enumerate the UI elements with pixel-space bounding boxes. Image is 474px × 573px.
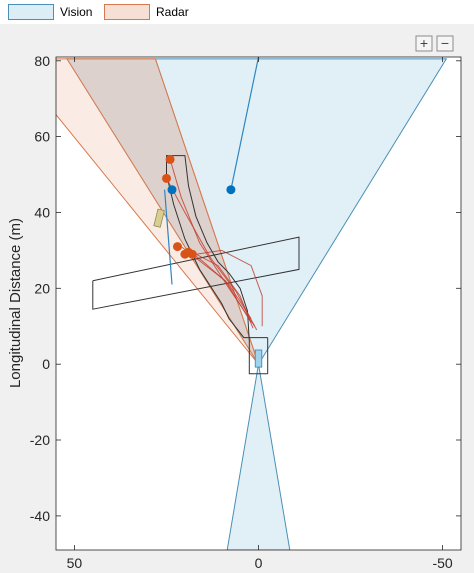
y-tick-label-2: 40 <box>34 205 50 221</box>
y-tick-label-0: 80 <box>34 53 50 69</box>
zoom-out-button[interactable]: − <box>436 35 454 52</box>
x-tick-label-1: 0 <box>255 555 263 571</box>
y-tick-label-4: 0 <box>42 356 50 372</box>
radar-track-4 <box>195 253 254 329</box>
legend-label-radar: Radar <box>156 5 189 19</box>
zoom-in-button[interactable]: + <box>415 35 433 52</box>
axes-ticks: 80 60 40 20 0 -20 -40 50 0 -50 <box>30 53 461 571</box>
y-tick-label-1: 60 <box>34 129 50 145</box>
radar-detection-5 <box>187 249 197 259</box>
radar-detection-2 <box>173 242 182 252</box>
radar-detection-0 <box>165 154 175 164</box>
bird-eye-plot[interactable]: 80 60 40 20 0 -20 -40 50 0 -50 Longitudinal Dista… <box>0 24 474 573</box>
vision-swatch-icon <box>8 4 54 20</box>
coverage-area-vision-1 <box>226 364 291 550</box>
radar-swatch-icon <box>104 4 150 20</box>
radar-detection-1 <box>162 173 171 183</box>
ego-vehicle-icon <box>254 349 263 368</box>
road-boundary-2 <box>92 236 300 310</box>
tracked-vehicle-icon <box>153 208 165 228</box>
road-boundary-0 <box>166 155 268 375</box>
legend-entry-vision[interactable]: Vision <box>8 3 92 21</box>
zoom-in-icon: + <box>420 35 428 51</box>
y-tick-label-6: -40 <box>30 508 50 524</box>
vision-detection-0 <box>226 185 236 195</box>
vision-track-1 <box>164 189 173 285</box>
y-tick-label-5: -20 <box>30 432 50 448</box>
vision-track-0 <box>230 57 260 190</box>
zoom-out-icon: − <box>441 35 449 51</box>
vision-detection-1 <box>167 185 177 195</box>
legend-entry-radar[interactable]: Radar <box>104 3 189 21</box>
x-tick-label-2: -50 <box>432 555 452 571</box>
legend: Vision Radar <box>0 0 474 25</box>
x-tick-label-0: 50 <box>67 555 83 571</box>
y-tick-label-3: 20 <box>34 280 50 296</box>
radar-track-5 <box>195 249 263 327</box>
legend-label-vision: Vision <box>60 5 93 19</box>
plot-content <box>56 57 448 550</box>
y-axis-label: Longitudinal Distance (m) <box>7 218 24 388</box>
